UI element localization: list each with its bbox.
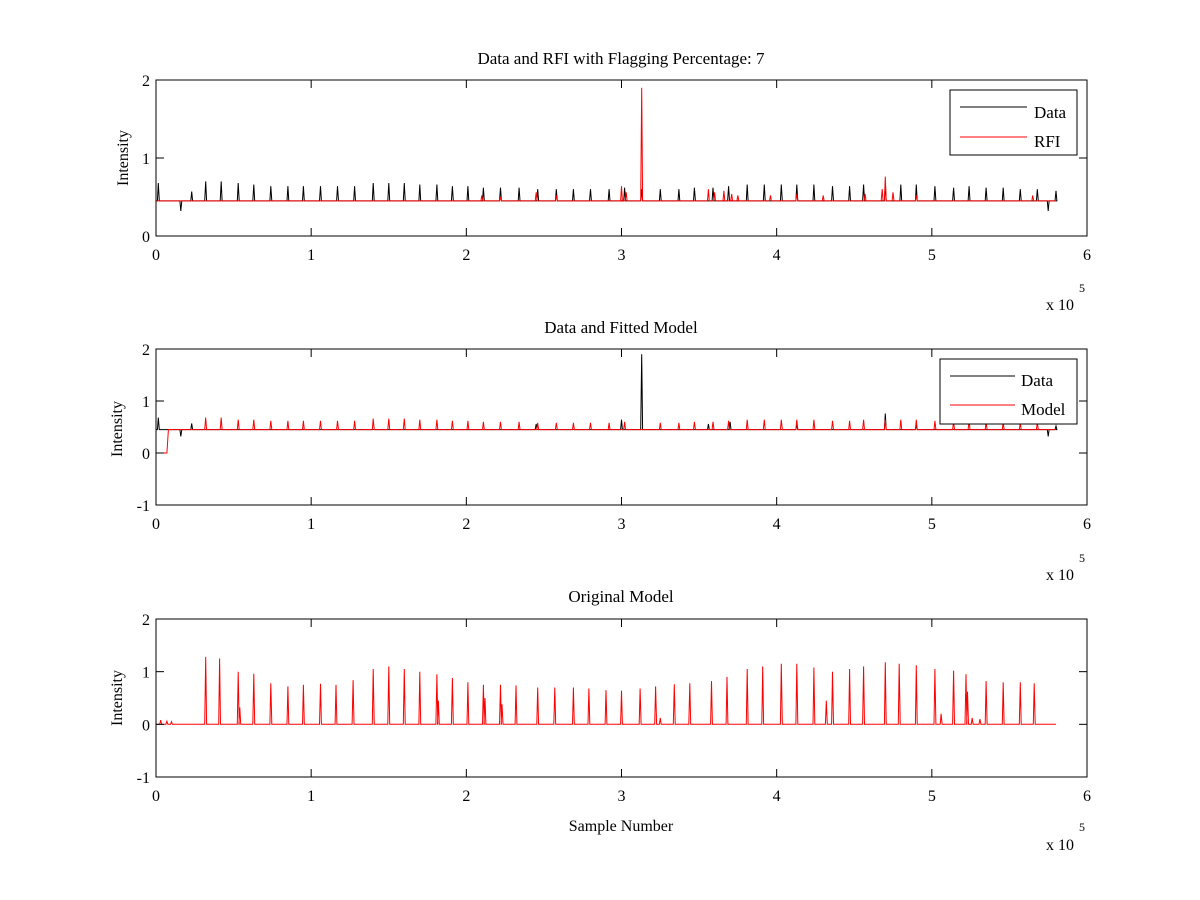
panel-1-xtick-label: 6 [1083, 247, 1091, 264]
panel-2-ytick-label: 0 [142, 446, 150, 463]
panel-1-ylabel: Intensity [115, 130, 132, 186]
panel-1-xtick-label: 3 [618, 247, 626, 264]
panel-1-legend-label-data: Data [1034, 103, 1067, 122]
panel-3-xtick-label: 1 [307, 788, 315, 805]
panel-1-ytick-label: 0 [142, 229, 150, 246]
panel-3-exponent-base: x 10 [1046, 837, 1074, 854]
panel-1-ytick-label: 2 [142, 73, 150, 90]
panel-1-series-rfi-line [156, 87, 1056, 202]
panel-3-xtick-label: 0 [152, 788, 160, 805]
panel-2-ytick-label: 2 [142, 342, 150, 359]
panel-1-xtick-label: 5 [928, 247, 936, 264]
panel-1-ytick-label: 1 [142, 151, 150, 168]
panel-2-series-model-line [156, 417, 1056, 454]
panel-1-legend-box [949, 89, 1078, 156]
panel-3-xtick-label: 3 [618, 788, 626, 805]
panel-2-legend-label-model: Model [1021, 400, 1066, 419]
panel-2-xtick-label: 4 [773, 516, 781, 533]
panel-2-title: Data and Fitted Model [544, 318, 698, 337]
panel-2-legend: Data Model [939, 358, 1078, 425]
panel-2-xtick-label: 2 [462, 516, 470, 533]
panel-3-xtick-label: 4 [773, 788, 781, 805]
panel-3-exponent-power: 5 [1079, 820, 1085, 834]
panel-2-exponent-power: 5 [1079, 551, 1085, 565]
panel-1-exponent-base: x 10 [1046, 297, 1074, 314]
panel-2-legend-box [939, 358, 1078, 425]
panel-1-xtick-label: 4 [773, 247, 781, 264]
panel-2-xtick-label: 1 [307, 516, 315, 533]
panel-3-ytick-label: 2 [142, 612, 150, 629]
panel-3-ytick-label: 0 [142, 717, 150, 734]
panel-1: Data and RFI with Flagging Percentage: 7… [115, 49, 1091, 314]
panel-3-plot-area [156, 656, 1056, 725]
panel-2-ytick-label: -1 [137, 498, 150, 515]
panel-3-xtick-label: 2 [462, 788, 470, 805]
panel-2-exponent-base: x 10 [1046, 567, 1074, 584]
panel-3-xtick-label: 5 [928, 788, 936, 805]
panel-2-legend-label-data: Data [1021, 371, 1054, 390]
panel-1-plot-area [156, 87, 1058, 212]
panel-1-exponent-power: 5 [1079, 281, 1085, 295]
panel-3-ylabel: Intensity [109, 670, 126, 726]
panel-1-xtick-label: 1 [307, 247, 315, 264]
panel-1-axes: 0 1 2 3 4 5 6 0 1 2 [142, 73, 1091, 264]
panel-2-xtick-label: 3 [618, 516, 626, 533]
panel-1-legend-label-rfi: RFI [1034, 132, 1061, 151]
panel-2-plot-area [156, 354, 1058, 454]
panel-3-title: Original Model [568, 587, 674, 606]
panel-2-xtick-label: 5 [928, 516, 936, 533]
panel-1-title: Data and RFI with Flagging Percentage: 7 [477, 49, 765, 68]
panel-2-ytick-label: 1 [142, 394, 150, 411]
panel-3-ytick-label: 1 [142, 665, 150, 682]
panel-1-xtick-label: 0 [152, 247, 160, 264]
panel-2-xtick-label: 6 [1083, 516, 1091, 533]
panel-2-xtick-label: 0 [152, 516, 160, 533]
panel-1-legend: Data RFI [949, 89, 1078, 156]
panel-3-series-model-line [156, 656, 1056, 725]
panel-3-xtick-label: 6 [1083, 788, 1091, 805]
panel-2: Data and Fitted Model Intensity 0 1 2 3 4 5 6 -… [109, 318, 1091, 584]
panel-2-ylabel: Intensity [109, 401, 126, 457]
panel-3-ytick-label: -1 [137, 770, 150, 787]
panel-1-xtick-label: 2 [462, 247, 470, 264]
panel-3-xlabel: Sample Number [569, 818, 674, 835]
